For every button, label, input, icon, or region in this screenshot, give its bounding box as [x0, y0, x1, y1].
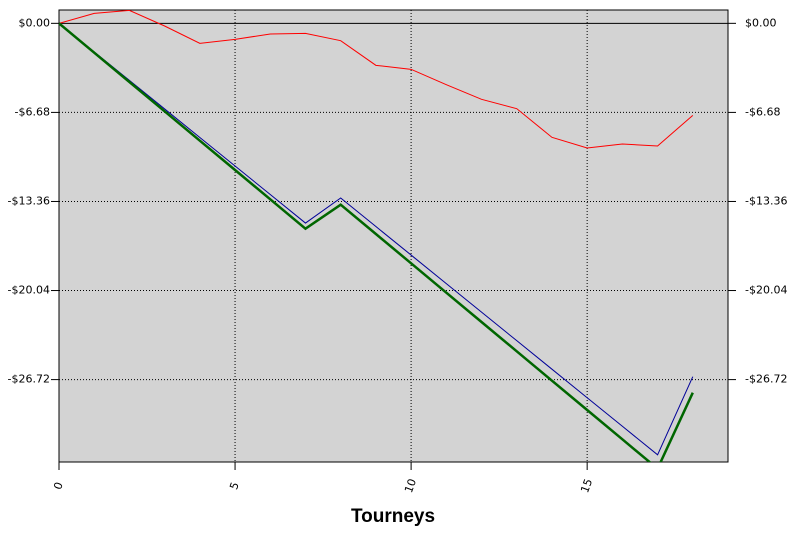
x-tick-label: 15: [578, 477, 595, 495]
y2-tick-label: -$6.68: [745, 105, 780, 118]
plot-area: [58, 9, 729, 463]
x-tick-label: 10: [402, 477, 419, 495]
y-tick-label: -$13.36: [8, 194, 50, 207]
line-series: [59, 22, 694, 462]
y2-tick-label: -$26.72: [745, 373, 787, 386]
y2-tick-label: -$20.04: [745, 284, 787, 297]
y2-tick-label: -$13.36: [745, 194, 787, 207]
line-series: [59, 22, 694, 456]
series-group: [59, 10, 694, 462]
x-tick-label: 5: [227, 480, 242, 491]
y2-tick-label: $0.00: [745, 16, 777, 29]
x-axis-label: Tourneys: [351, 506, 435, 527]
line-series: [59, 10, 694, 149]
y-tick-label: -$26.72: [8, 373, 50, 386]
x-tick-label: 0: [51, 480, 66, 491]
y-tick-label: -$6.68: [15, 105, 50, 118]
y-tick-label: -$20.04: [8, 284, 50, 297]
y-tick-label: $0.00: [19, 16, 51, 29]
